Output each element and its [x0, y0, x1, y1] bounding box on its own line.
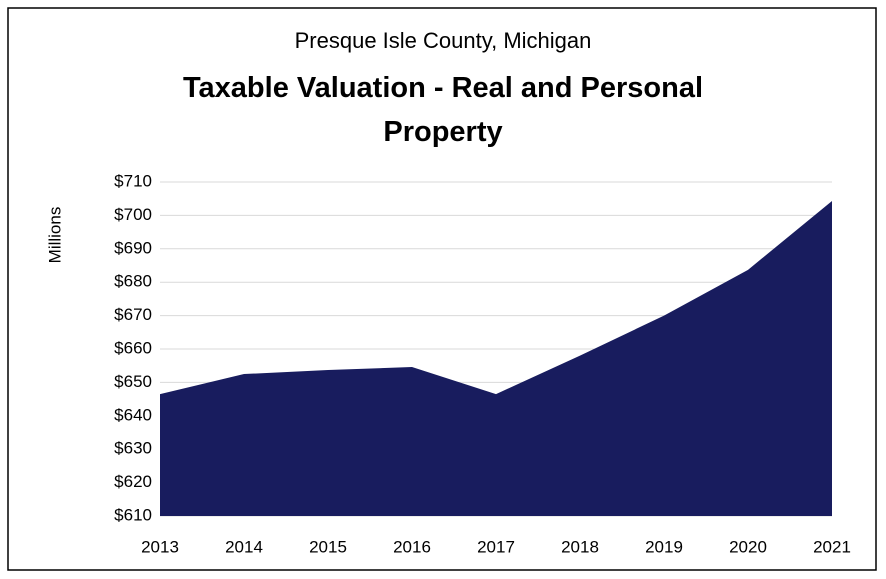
x-tick-label: 2021	[813, 537, 851, 556]
y-tick-label: $710	[114, 171, 152, 190]
chart-subtitle: Presque Isle County, Michigan	[294, 28, 592, 53]
area	[160, 201, 832, 516]
x-tick-label: 2019	[645, 537, 683, 556]
x-tick-label: 2015	[309, 537, 347, 556]
y-tick-label: $690	[114, 238, 152, 257]
y-tick-label: $650	[114, 372, 152, 391]
y-tick-label: $680	[114, 272, 152, 291]
x-tick-label: 2018	[561, 537, 599, 556]
y-tick-label: $610	[114, 505, 152, 524]
y-tick-label: $660	[114, 338, 152, 357]
y-tick-label: $670	[114, 305, 152, 324]
y-tick-label: $620	[114, 472, 152, 491]
x-tick-label: 2020	[729, 537, 767, 556]
y-tick-label: $640	[114, 405, 152, 424]
y-axis-label: Millions	[45, 207, 64, 264]
x-tick-label: 2017	[477, 537, 515, 556]
y-tick-label: $630	[114, 439, 152, 458]
x-tick-label: 2014	[225, 537, 263, 556]
chart-title: Taxable Valuation - Real and Personal Pr…	[182, 72, 704, 148]
x-tick-label: 2013	[141, 537, 179, 556]
x-tick-label: 2016	[393, 537, 431, 556]
y-tick-label: $700	[114, 205, 152, 224]
